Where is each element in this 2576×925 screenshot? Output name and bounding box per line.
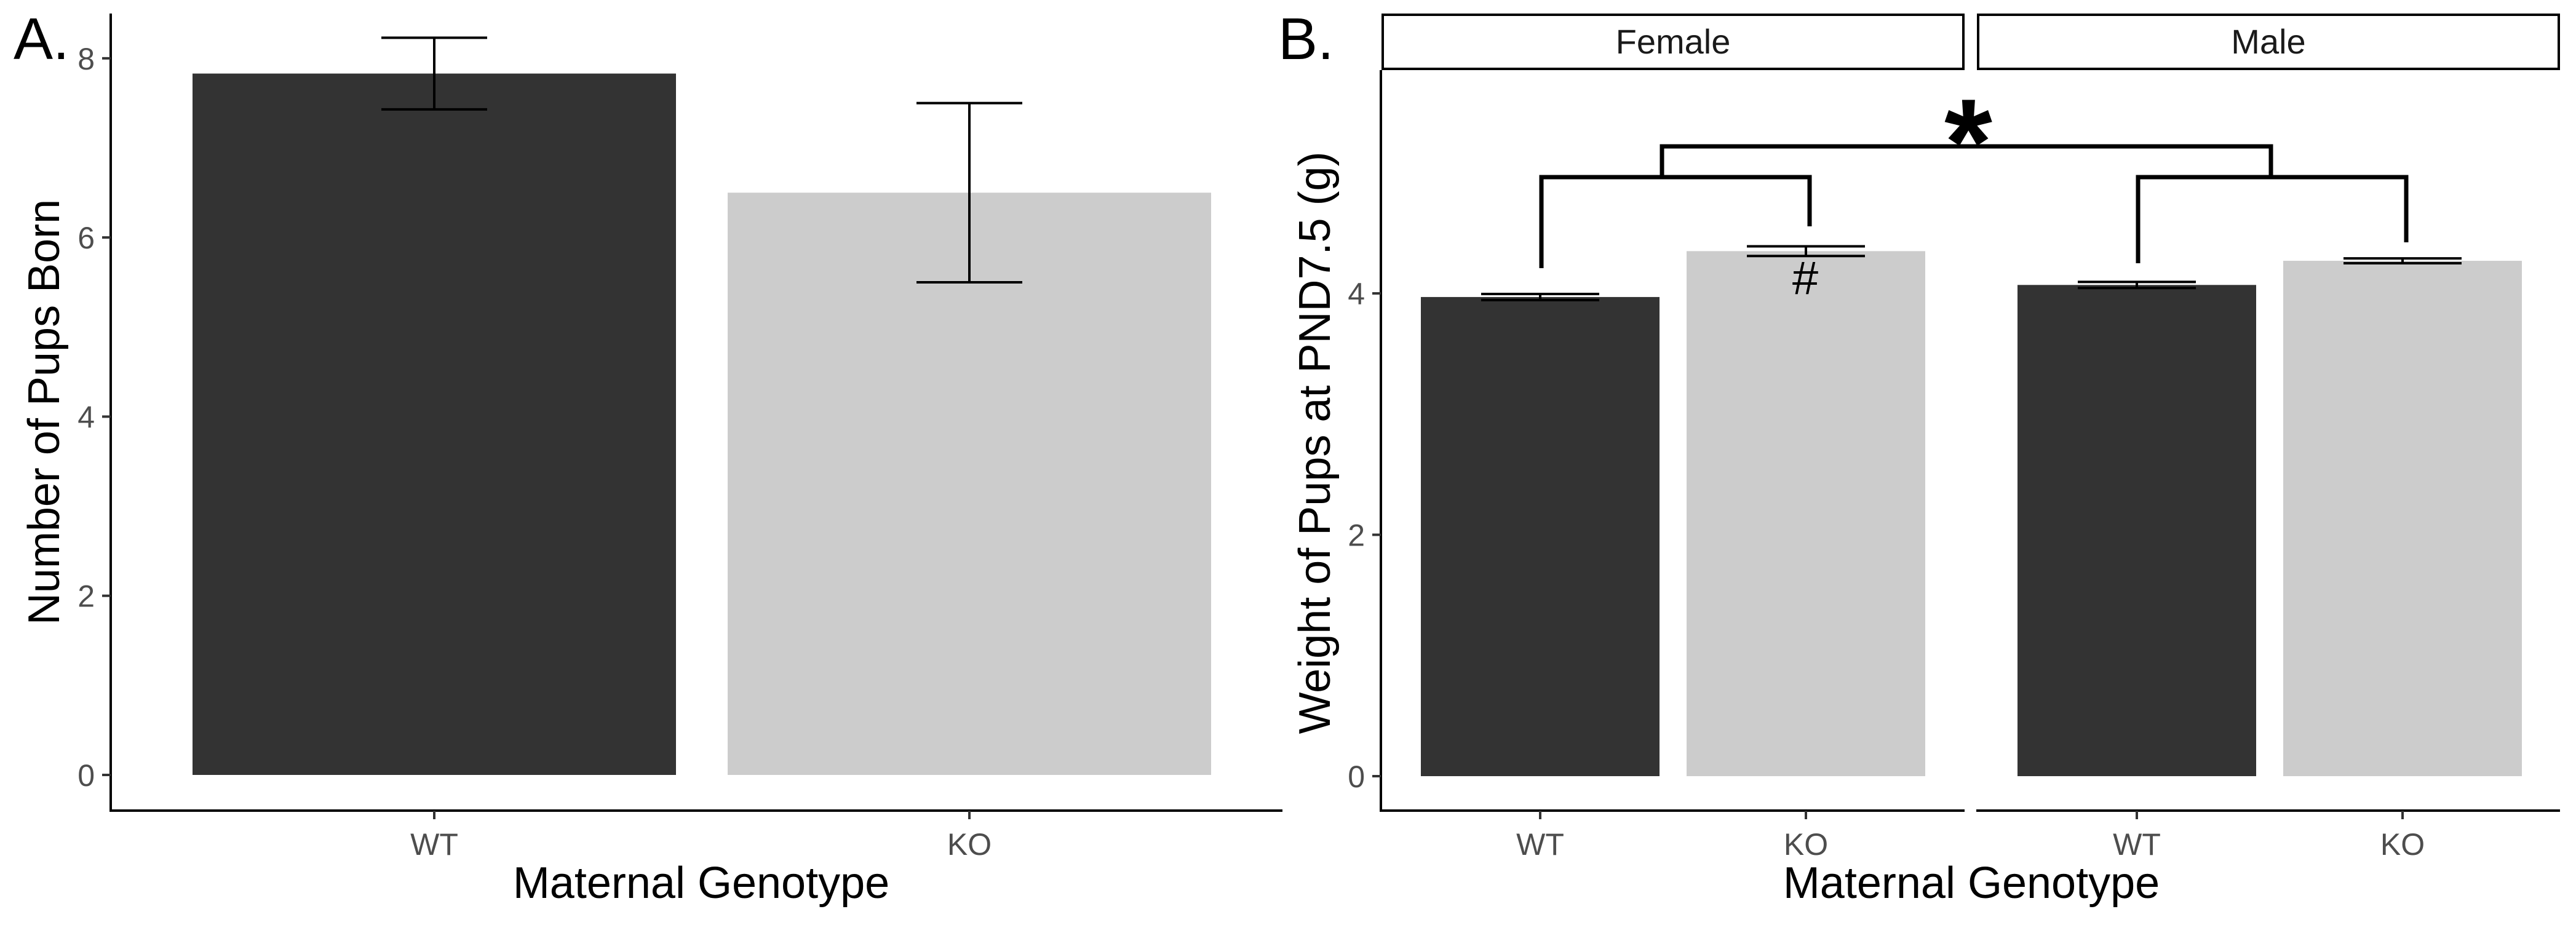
panel-b: B. Female Male 0 2 4 WT KO WT KO * # Weight o… — [1278, 6, 2560, 908]
female-comparison-bracket — [1539, 175, 1812, 268]
panel-a-y-axis-title: Number of Pups Born — [20, 199, 69, 625]
x-tick-label: KO — [947, 827, 992, 862]
panel-b-label: B. — [1278, 6, 1334, 72]
panel-a: A. 0 2 4 6 8 WT KO Number of Pups Born Matern… — [14, 6, 1282, 908]
panel-b-x-axis-title: Maternal Genotype — [1783, 859, 2160, 908]
facet-strip-female — [1381, 14, 1965, 70]
panel-a-label: A. — [14, 6, 70, 72]
female-ko-hash-mark: # — [1792, 252, 1818, 304]
facet-label-male: Male — [2231, 22, 2305, 61]
x-tick-label: KO — [1784, 827, 1828, 862]
panel-a-error-bars — [381, 36, 1022, 284]
x-tick-label: KO — [2380, 827, 2425, 862]
bar-wt — [193, 73, 676, 776]
panel-a-x-axis-title: Maternal Genotype — [513, 859, 889, 908]
x-tick-label: WT — [2113, 827, 2161, 862]
panel-b-error-bars — [1481, 245, 2462, 301]
male-comparison-bracket — [2136, 175, 2409, 263]
panel-a-x-ticks: WT KO — [410, 811, 992, 862]
panel-a-y-ticks: 0 2 4 6 8 — [78, 42, 111, 793]
panel-a-bars — [193, 73, 1211, 776]
bar-male-wt — [2017, 285, 2256, 776]
bar-male-ko — [2283, 261, 2522, 776]
y-tick-label: 4 — [1348, 277, 1365, 311]
significance-asterisk: * — [1944, 74, 1992, 211]
y-tick-label: 8 — [78, 42, 95, 76]
bar-female-ko — [1687, 251, 1925, 776]
panel-b-y-ticks: 0 2 4 — [1348, 277, 1381, 794]
bar-female-wt — [1421, 296, 1660, 776]
sex-comparison-bracket — [1660, 144, 2273, 178]
y-tick-label: 0 — [78, 758, 95, 793]
facet-label-female: Female — [1616, 22, 1731, 61]
panel-b-y-axis-title: Weight of Pups at PND7.5 (g) — [1290, 151, 1340, 734]
x-tick-label: WT — [1516, 827, 1564, 862]
panel-b-bars — [1421, 251, 2522, 776]
facet-strip-male — [1977, 14, 2560, 70]
y-tick-label: 2 — [78, 579, 95, 614]
y-tick-label: 2 — [1348, 518, 1365, 553]
y-tick-label: 0 — [1348, 760, 1365, 794]
y-tick-label: 4 — [78, 400, 95, 434]
bar-ko — [728, 193, 1211, 775]
panel-b-x-ticks: WT KO WT KO — [1516, 811, 2425, 862]
x-tick-label: WT — [410, 827, 458, 862]
y-tick-label: 6 — [78, 221, 95, 255]
